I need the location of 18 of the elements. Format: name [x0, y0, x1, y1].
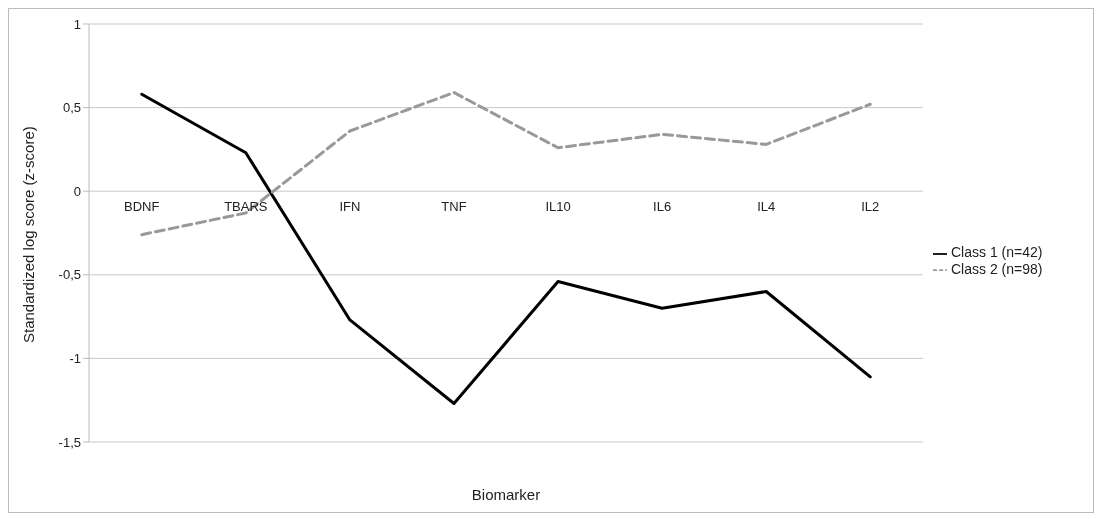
x-tick-label: TNF: [441, 199, 467, 215]
x-axis-title: Biomarker: [471, 486, 541, 503]
y-tick-label: 0: [73, 183, 81, 199]
y-tick-label: 1: [73, 16, 81, 32]
legend-label: Class 1 (n=42): [951, 244, 1043, 261]
x-tick-label: TBARS: [224, 199, 268, 215]
x-tick-label: BDNF: [124, 199, 160, 215]
legend-label: Class 2 (n=98): [951, 260, 1043, 277]
x-tick-label: IFN: [339, 199, 361, 215]
y-axis-title: Standardized log score (z-score): [20, 126, 38, 343]
x-tick-label: IL6: [653, 199, 672, 215]
y-tick-label: -1,5: [58, 434, 81, 450]
y-tick-label: 0,5: [62, 100, 81, 116]
x-tick-label: IL10: [545, 199, 571, 215]
x-tick-label: IL2: [861, 199, 880, 215]
y-tick-label: -0,5: [58, 267, 81, 283]
x-tick-label: IL4: [757, 199, 776, 215]
y-tick-label: -1: [69, 351, 81, 367]
